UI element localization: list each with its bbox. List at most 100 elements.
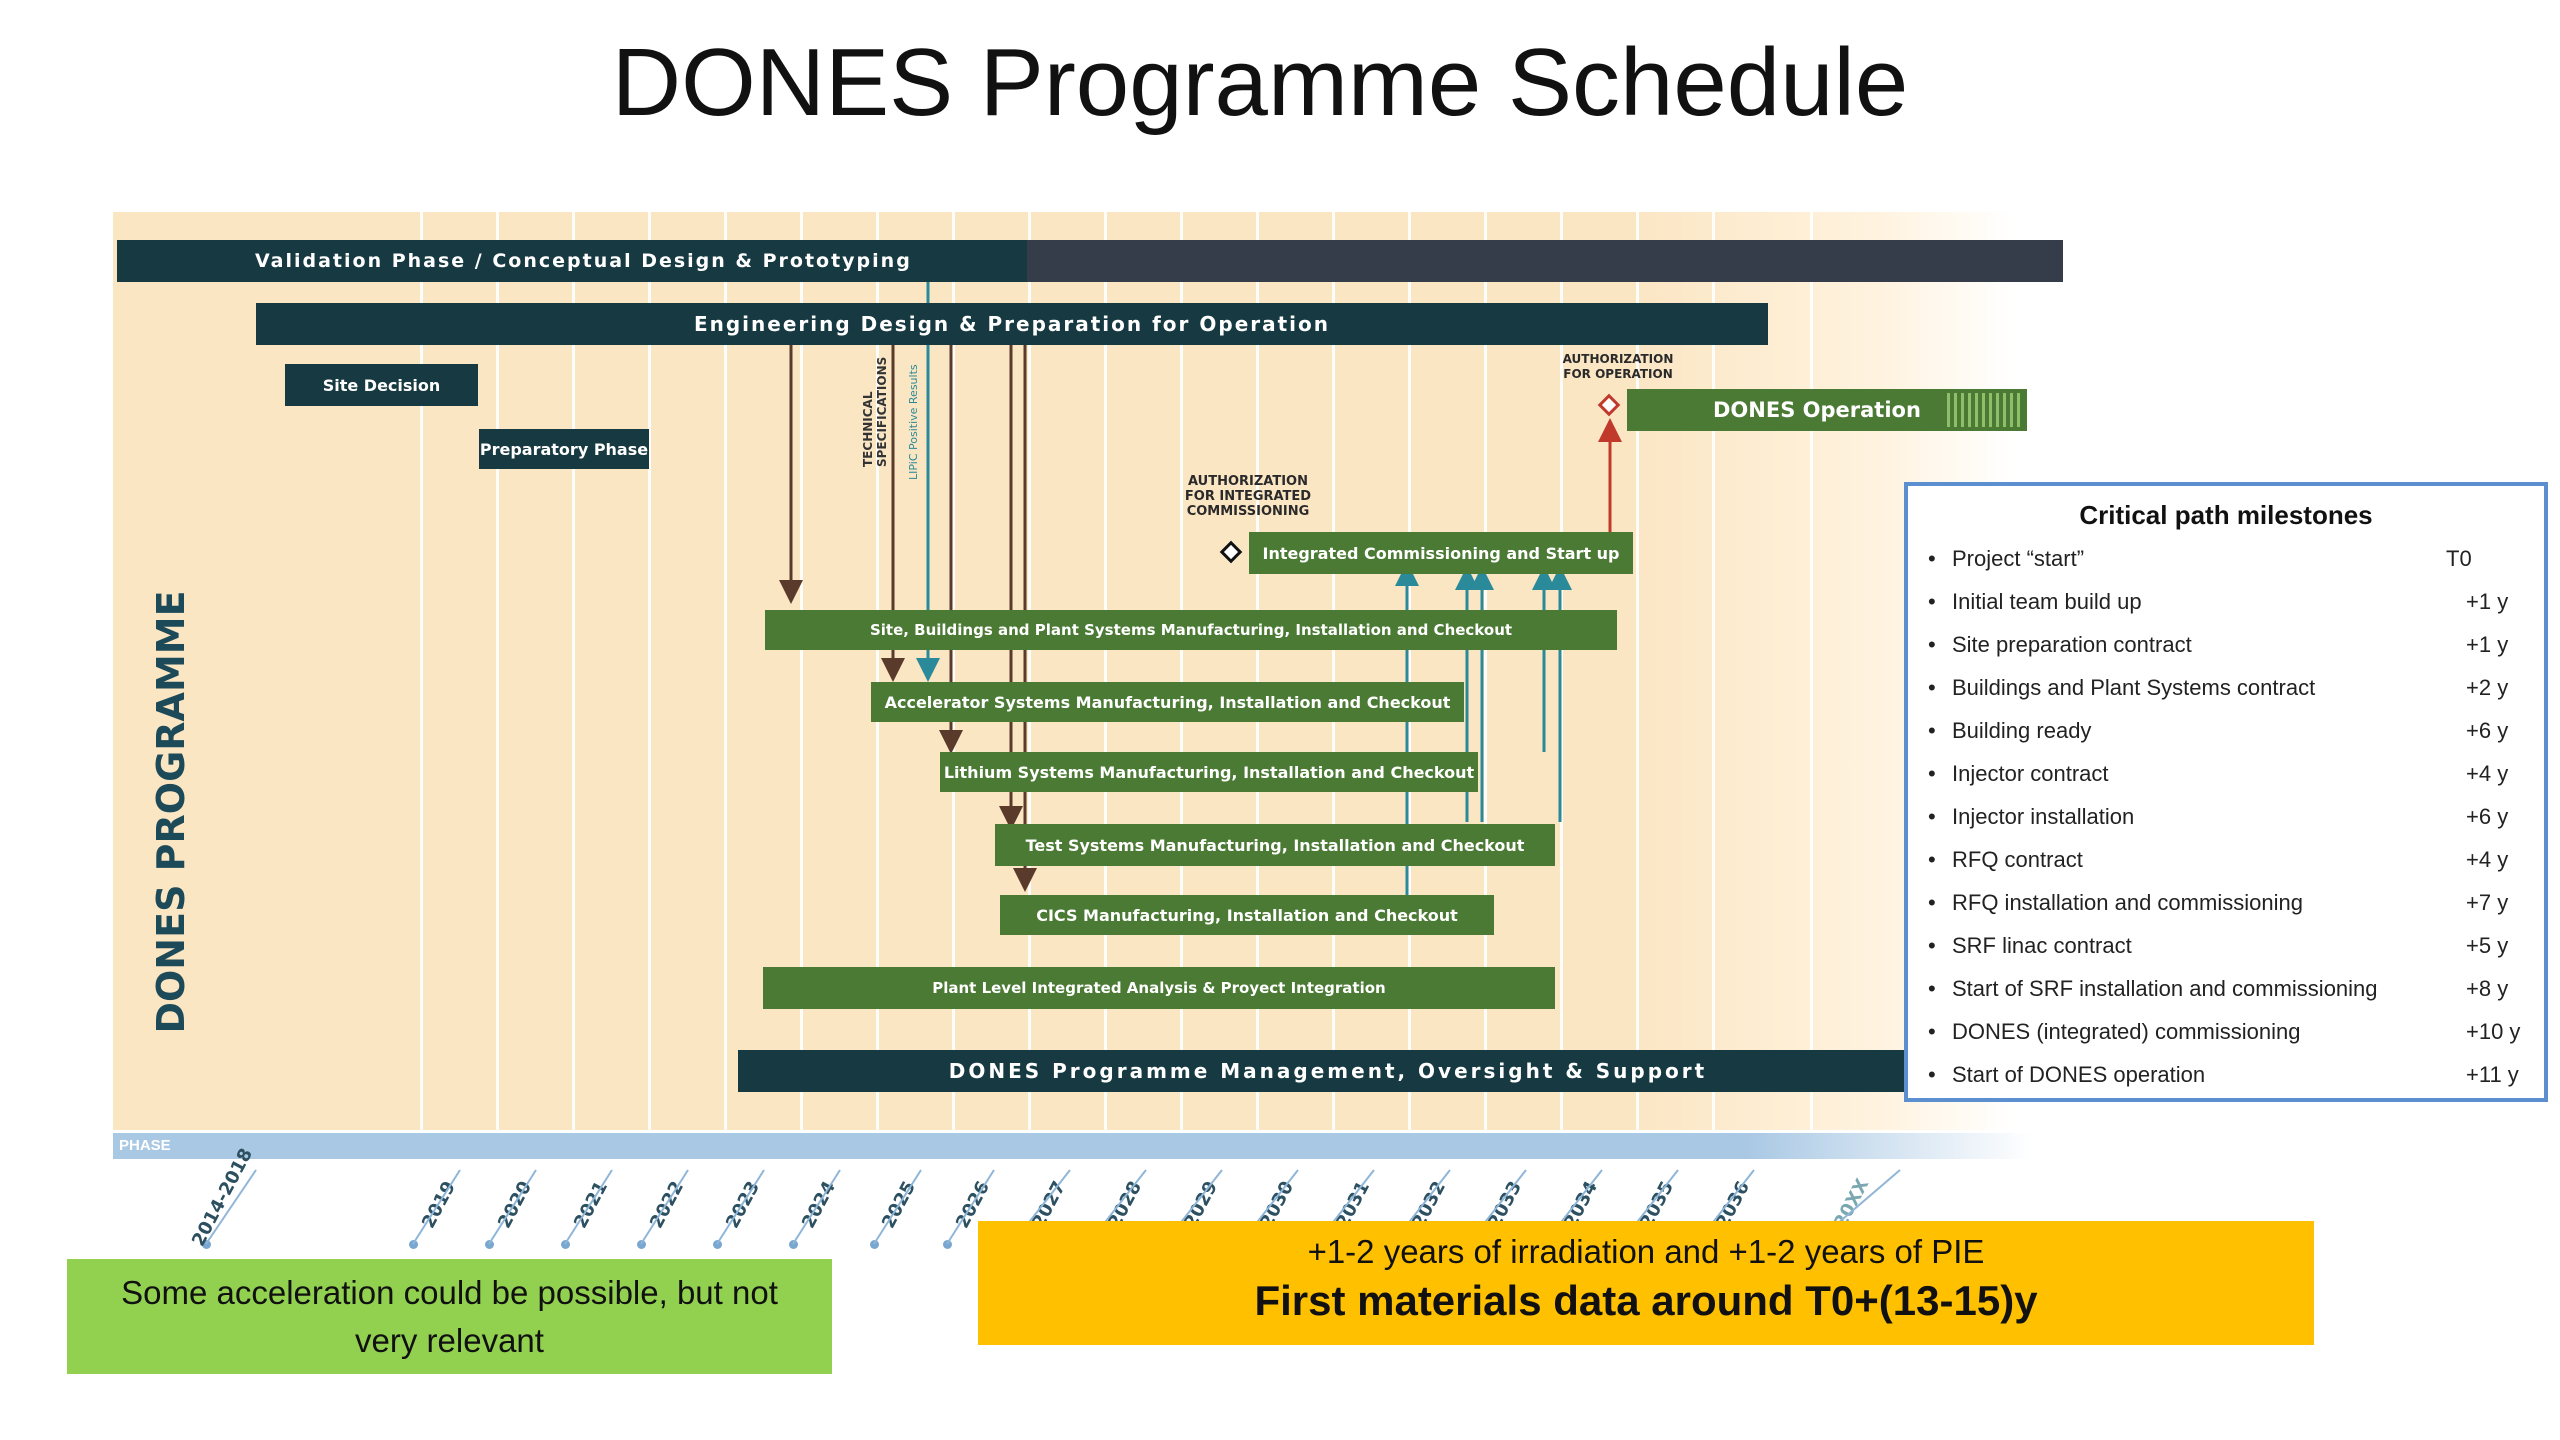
- milestone-value: +11 y: [2466, 1062, 2519, 1087]
- irradiation-line-1: +1-2 years of irradiation and +1-2 years…: [1307, 1233, 1985, 1270]
- gridline: [1028, 212, 1031, 1146]
- milestone-label: Start of DONES operation: [1952, 1062, 2206, 1087]
- year-marker: [789, 1240, 798, 1249]
- milestone-label: DONES (integrated) commissioning: [1952, 1019, 2301, 1044]
- gridline: [1636, 212, 1639, 1146]
- operation-continuation-stripes: [1943, 393, 2023, 427]
- milestone-value: +1 y: [2466, 589, 2509, 614]
- gridline: [724, 212, 727, 1146]
- milestone-item: • Project “start” T0: [1928, 546, 2524, 588]
- phase-strip: PHASE: [113, 1133, 2033, 1159]
- milestone-value: +2 y: [2466, 675, 2509, 700]
- dones-operation-label: DONES Operation: [1713, 398, 1921, 422]
- milestone-item: • Start of DONES operation +11 y: [1928, 1062, 2524, 1104]
- validation-phase-bar: Validation Phase / Conceptual Design & P…: [117, 240, 1027, 282]
- year-marker: [561, 1240, 570, 1249]
- dones-operation-bar: DONES Operation: [1627, 389, 2027, 431]
- technical-specifications-label: TECHNICAL SPECIFICATIONS: [861, 356, 889, 467]
- gridline: [952, 212, 955, 1146]
- authorization-operation-label: AUTHORIZATION FOR OPERATION: [1562, 352, 1674, 381]
- milestone-item: • Start of SRF installation and commissio…: [1928, 976, 2524, 1018]
- gridline: [800, 212, 803, 1146]
- bullet-icon: •: [1928, 976, 1936, 1001]
- gridline: [876, 212, 879, 1146]
- milestone-label: SRF linac contract: [1952, 933, 2132, 958]
- year-label: 2023: [722, 1177, 765, 1232]
- phase-label: PHASE: [119, 1137, 171, 1154]
- milestone-value: +6 y: [2466, 804, 2509, 829]
- year-marker: [202, 1240, 211, 1249]
- year-label: 2025: [878, 1177, 921, 1232]
- gridline: [1256, 212, 1259, 1146]
- milestone-label: Start of SRF installation and commission…: [1952, 976, 2378, 1001]
- gridline: [1180, 212, 1183, 1146]
- bullet-icon: •: [1928, 675, 1936, 700]
- milestone-item: • Initial team build up +1 y: [1928, 589, 2524, 631]
- year-marker: [637, 1240, 646, 1249]
- bullet-icon: •: [1928, 718, 1936, 743]
- site-buildings-bar: Site, Buildings and Plant Systems Manufa…: [765, 610, 1617, 650]
- bullet-icon: •: [1928, 546, 1936, 571]
- milestone-item: • DONES (integrated) commissioning +10 y: [1928, 1019, 2524, 1061]
- engineering-design-bar: Engineering Design & Preparation for Ope…: [256, 303, 1768, 345]
- milestone-label: Site preparation contract: [1952, 632, 2192, 657]
- critical-path-milestones-panel: Critical path milestones • Project “start…: [1904, 482, 2548, 1102]
- milestone-item: • Injector installation +6 y: [1928, 804, 2524, 846]
- gridline: [648, 212, 651, 1146]
- year-marker: [485, 1240, 494, 1249]
- programme-management-bar: DONES Programme Management, Oversight & …: [738, 1050, 1918, 1092]
- milestone-value: +4 y: [2466, 761, 2509, 786]
- schedule-chart: DONES PROGRAMME: [113, 212, 2063, 1146]
- year-label: 2022: [646, 1177, 689, 1232]
- plant-level-bar: Plant Level Integrated Analysis & Proyec…: [763, 967, 1555, 1009]
- year-label: 2019: [418, 1177, 461, 1232]
- bullet-icon: •: [1928, 632, 1936, 657]
- irradiation-callout: +1-2 years of irradiation and +1-2 years…: [978, 1221, 2314, 1345]
- milestone-value: +1 y: [2466, 632, 2509, 657]
- site-decision-bar: Site Decision: [285, 364, 478, 406]
- bullet-icon: •: [1928, 804, 1936, 829]
- bullet-icon: •: [1928, 1019, 1936, 1044]
- year-label: 2014-2018: [188, 1144, 258, 1250]
- milestone-label: Buildings and Plant Systems contract: [1952, 675, 2316, 700]
- milestone-value: +7 y: [2466, 890, 2509, 915]
- milestone-label: RFQ contract: [1952, 847, 2083, 872]
- test-systems-bar: Test Systems Manufacturing, Installation…: [995, 824, 1555, 866]
- gridline: [1484, 212, 1487, 1146]
- bullet-icon: •: [1928, 589, 1936, 614]
- bullet-icon: •: [1928, 761, 1936, 786]
- gridline: [496, 212, 499, 1146]
- acceleration-callout: Some acceleration could be possible, but…: [67, 1259, 832, 1374]
- bullet-icon: •: [1928, 933, 1936, 958]
- milestone-value: +4 y: [2466, 847, 2509, 872]
- milestone-item: • RFQ contract +4 y: [1928, 847, 2524, 889]
- acceleration-text: Some acceleration could be possible, but…: [121, 1273, 778, 1359]
- authorization-integrated-label: AUTHORIZATION FOR INTEGRATED COMMISSIONI…: [1184, 474, 1312, 519]
- year-marker: [713, 1240, 722, 1249]
- milestone-value: T0: [2446, 546, 2472, 571]
- lipic-results-label: LIPiC Positive Results: [907, 364, 920, 480]
- milestone-label: Building ready: [1952, 718, 2092, 743]
- bullet-icon: •: [1928, 1062, 1936, 1087]
- milestone-label: Initial team build up: [1952, 589, 2142, 614]
- milestone-label: Project “start”: [1952, 546, 2085, 571]
- gridline: [1810, 212, 1813, 1146]
- irradiation-line-2: First materials data around T0+(13-15)y: [1254, 1277, 2038, 1324]
- milestone-item: • SRF linac contract +5 y: [1928, 933, 2524, 975]
- gridline: [1332, 212, 1335, 1146]
- gridline: [420, 212, 423, 1146]
- gridline: [1408, 212, 1411, 1146]
- year-label: 2021: [570, 1177, 613, 1232]
- milestone-value: +10 y: [2466, 1019, 2521, 1044]
- year-marker: [870, 1240, 879, 1249]
- accelerator-systems-bar: Accelerator Systems Manufacturing, Insta…: [871, 682, 1464, 722]
- milestone-label: Injector installation: [1952, 804, 2135, 829]
- milestone-label: Injector contract: [1952, 761, 2109, 786]
- milestone-item: • Buildings and Plant Systems contract +2 …: [1928, 675, 2524, 717]
- integrated-commissioning-bar: Integrated Commissioning and Start up: [1249, 532, 1633, 574]
- milestone-item: • RFQ installation and commissioning +7 y: [1928, 890, 2524, 932]
- lithium-systems-bar: Lithium Systems Manufacturing, Installat…: [940, 752, 1478, 792]
- milestone-item: • Site preparation contract +1 y: [1928, 632, 2524, 674]
- milestone-label: RFQ installation and commissioning: [1952, 890, 2303, 915]
- milestone-value: +6 y: [2466, 718, 2509, 743]
